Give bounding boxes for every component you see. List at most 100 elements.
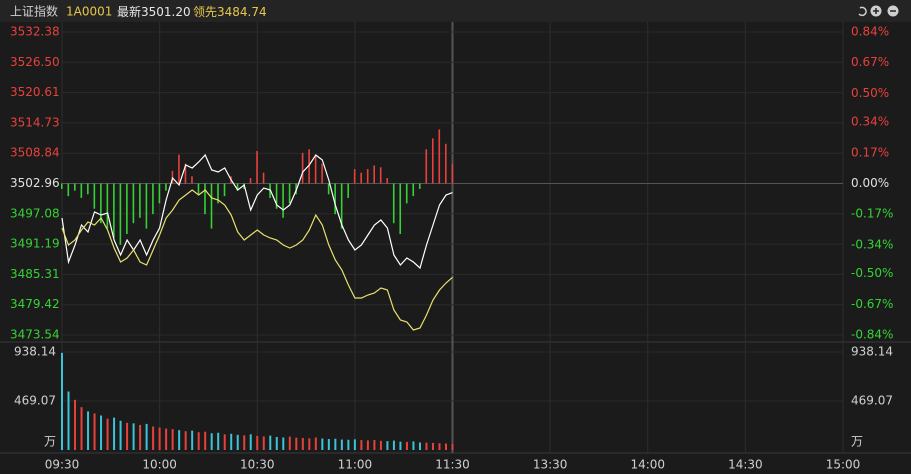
volume-bar bbox=[308, 438, 311, 450]
y-tick-label: 469.07 bbox=[14, 394, 56, 408]
breadth-bar bbox=[165, 183, 167, 191]
volume-bar bbox=[282, 437, 285, 450]
volume-bar bbox=[256, 435, 259, 450]
volume-bar bbox=[386, 441, 389, 450]
breadth-bar bbox=[444, 143, 447, 184]
lead: 领先3484.74 bbox=[193, 5, 267, 19]
toolbar[interactable] bbox=[858, 5, 899, 17]
volume-bar bbox=[145, 423, 148, 450]
breadth-bar bbox=[100, 183, 102, 224]
y2-tick-label: 0.17% bbox=[851, 145, 889, 159]
volume-bar bbox=[314, 437, 317, 450]
breadth-bar bbox=[61, 183, 63, 189]
volume-bar bbox=[405, 441, 408, 450]
volume-bar bbox=[204, 431, 207, 450]
index-name: 上证指数 bbox=[10, 4, 58, 19]
breadth-bar bbox=[158, 183, 161, 204]
breadth-bar bbox=[431, 138, 434, 184]
breadth-bar bbox=[87, 183, 89, 195]
y-tick-label: 938.14 bbox=[851, 345, 893, 359]
zoom-in-glyph bbox=[873, 8, 879, 14]
volume-bar bbox=[210, 433, 213, 450]
breadth-bar bbox=[321, 163, 323, 184]
latest: 最新3501.20 bbox=[117, 4, 191, 19]
breadth-bar bbox=[360, 172, 362, 184]
x-tick-label: 13:30 bbox=[533, 458, 568, 472]
breadth-bar bbox=[340, 183, 343, 229]
index-code: 1A0001 bbox=[66, 5, 112, 19]
volume-bar bbox=[262, 436, 265, 450]
breadth-bar bbox=[256, 151, 258, 184]
volume-bar bbox=[158, 427, 161, 450]
volume-bar bbox=[327, 439, 330, 450]
breadth-bar bbox=[119, 183, 122, 245]
breadth-bar bbox=[438, 129, 441, 184]
volume-bar bbox=[412, 441, 415, 450]
x-tick-label: 10:00 bbox=[142, 458, 177, 472]
volume-bar bbox=[184, 431, 187, 450]
volume-bar bbox=[87, 411, 90, 450]
volume-bar bbox=[334, 438, 337, 450]
volume-bar bbox=[373, 439, 376, 450]
volume-bar bbox=[217, 432, 220, 450]
volume-bar bbox=[353, 439, 356, 450]
y-tick-label: 3479.42 bbox=[10, 297, 60, 311]
volume-bar bbox=[165, 428, 168, 450]
breadth-bar bbox=[379, 167, 382, 184]
volume-bar bbox=[113, 417, 116, 450]
x-tick-label: 10:30 bbox=[240, 458, 275, 472]
y-tick-label: 3514.73 bbox=[10, 115, 60, 129]
volume-bar bbox=[178, 430, 181, 450]
volume-bar bbox=[425, 442, 428, 450]
breadth-bar bbox=[223, 183, 226, 197]
x-tick-label: 14:00 bbox=[630, 458, 665, 472]
x-tick-label: 11:30 bbox=[435, 458, 470, 472]
lead-label: 领先 bbox=[193, 5, 217, 19]
volume-bar bbox=[295, 437, 298, 450]
breadth-bar bbox=[74, 183, 76, 191]
breadth-bar bbox=[347, 183, 349, 198]
latest-label: 最新 bbox=[117, 4, 141, 19]
volume-bar bbox=[360, 440, 363, 450]
breadth-bar bbox=[217, 183, 219, 204]
y-tick-label: 3502.96 bbox=[10, 176, 60, 190]
breadth-bar bbox=[373, 165, 375, 184]
header-bar bbox=[0, 0, 911, 22]
volume-bar bbox=[438, 443, 441, 450]
y-tick-label: 3497.08 bbox=[10, 206, 60, 220]
volume-bar bbox=[269, 435, 272, 450]
volume-bar bbox=[191, 430, 194, 450]
unit-label: 万 bbox=[851, 435, 863, 449]
breadth-bar bbox=[308, 149, 310, 184]
breadth-bar bbox=[67, 183, 70, 197]
breadth-bar bbox=[210, 183, 213, 229]
breadth-bar bbox=[80, 183, 83, 198]
y-tick-label: 3485.31 bbox=[10, 267, 60, 281]
volume-bar bbox=[171, 429, 174, 450]
y-tick-label: 3520.61 bbox=[10, 85, 60, 99]
y2-tick-label: 0.84% bbox=[851, 25, 889, 39]
breadth-bar bbox=[412, 183, 415, 197]
unit-label: 万 bbox=[44, 435, 56, 449]
reset-icon[interactable] bbox=[858, 6, 867, 17]
y-tick-label: 3532.38 bbox=[10, 25, 60, 39]
volume-bar bbox=[275, 436, 278, 450]
x-tick-label: 14:30 bbox=[728, 458, 763, 472]
y2-tick-label: -0.17% bbox=[851, 207, 893, 221]
breadth-bar bbox=[262, 172, 265, 184]
y-tick-label: 3473.54 bbox=[10, 328, 60, 342]
breadth-bar bbox=[184, 163, 187, 184]
y2-tick-label: 0.50% bbox=[851, 86, 889, 100]
breadth-bar bbox=[152, 183, 154, 215]
volume-bar bbox=[236, 434, 239, 450]
breadth-bar bbox=[191, 176, 193, 184]
volume-bar bbox=[230, 433, 233, 450]
volume-bar bbox=[119, 420, 122, 450]
y2-tick-label: -0.67% bbox=[851, 297, 893, 311]
y-tick-label: 3508.84 bbox=[10, 146, 60, 160]
volume-bar bbox=[340, 439, 343, 450]
breadth-bar bbox=[132, 183, 135, 224]
breadth-bar bbox=[113, 183, 115, 238]
volume-bar bbox=[399, 441, 402, 450]
